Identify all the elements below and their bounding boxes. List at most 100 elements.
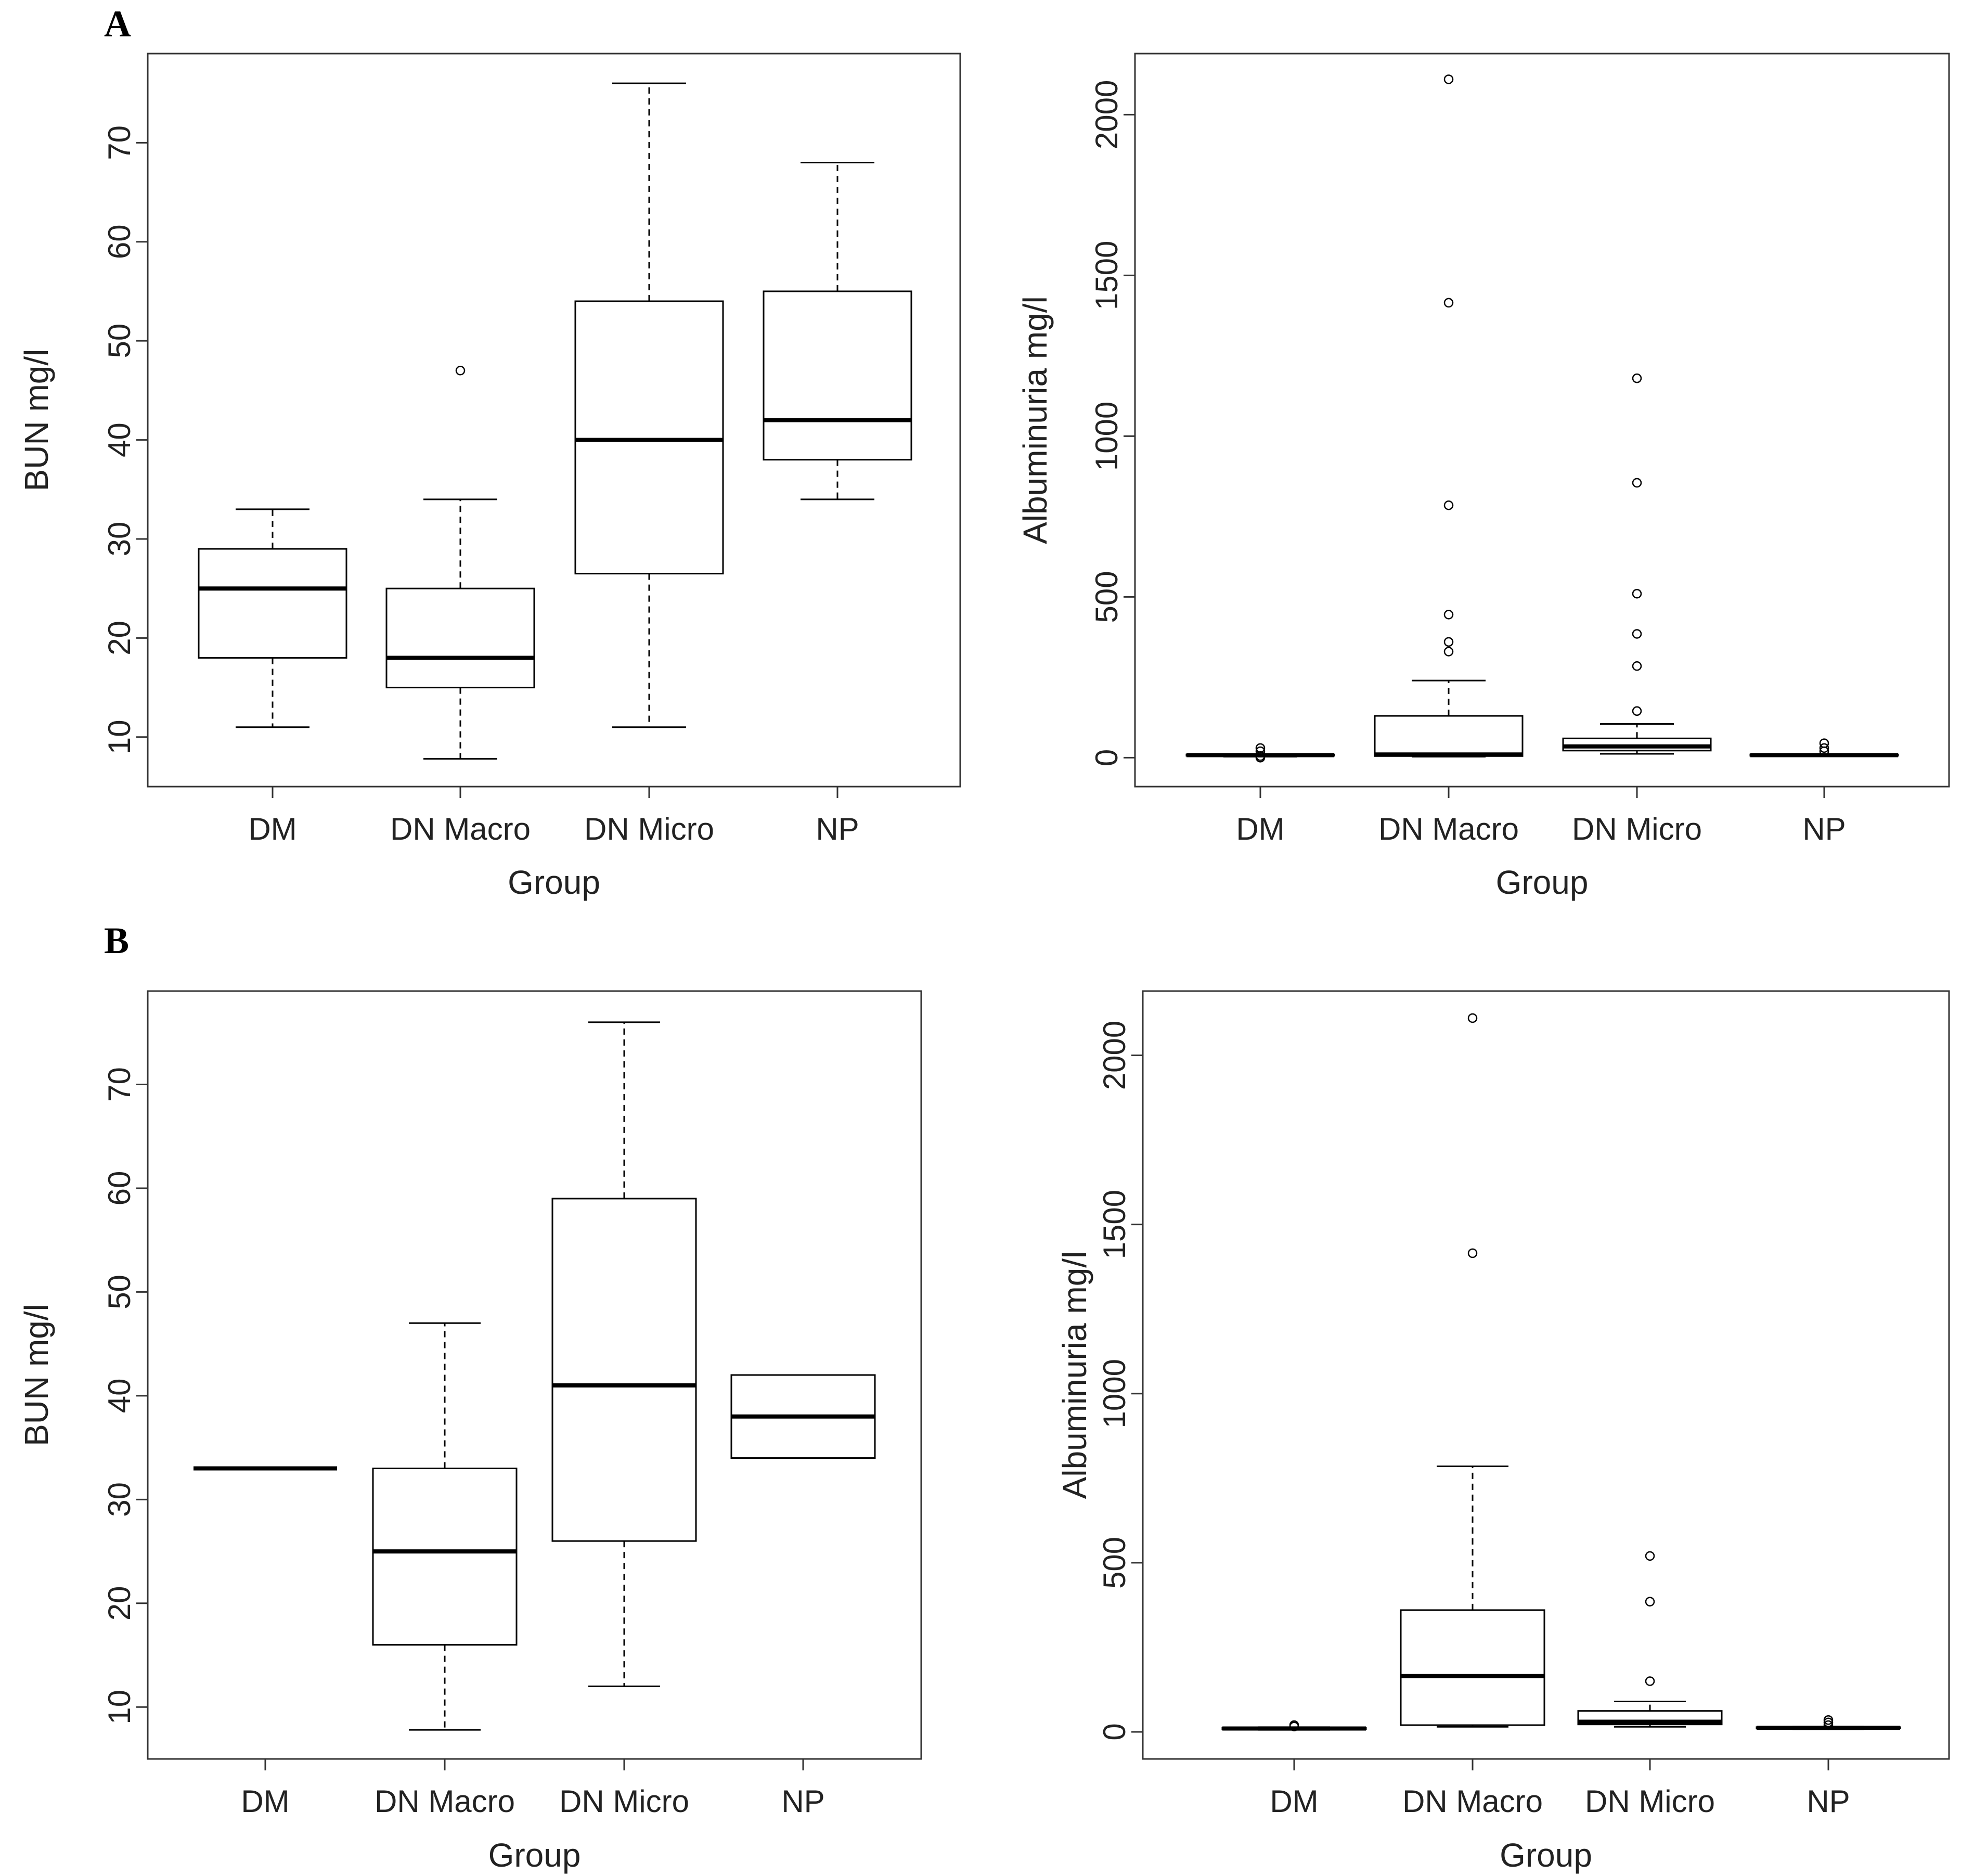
outlier-point bbox=[1443, 637, 1454, 647]
outlier-point bbox=[1632, 706, 1642, 716]
y-tick-label: 10 bbox=[102, 719, 137, 754]
y-axis-title: Albuminuria mg/l bbox=[1016, 296, 1054, 544]
outlier-point bbox=[1645, 1676, 1655, 1686]
x-tick-label: DM bbox=[1236, 812, 1284, 846]
y-tick-label: 1500 bbox=[1097, 1190, 1132, 1259]
box-iqr bbox=[551, 1198, 697, 1542]
outlier-point bbox=[1255, 746, 1266, 756]
x-axis-title: Group bbox=[488, 1836, 581, 1874]
outlier-point bbox=[1289, 1720, 1299, 1730]
plot-frame bbox=[147, 53, 961, 788]
y-tick-label: 60 bbox=[102, 1171, 137, 1206]
outlier-point bbox=[1645, 1551, 1655, 1561]
x-tick-label: DN Macro bbox=[390, 812, 531, 846]
chart-3-panel-b: 10 20 30 40 50 60 70 BUN mg/l Group DM DN Macro DN … bbox=[18, 990, 922, 1874]
x-tick-label: DN Micro bbox=[559, 1784, 689, 1819]
y-tick-label: 40 bbox=[102, 422, 137, 457]
x-tick-label: NP bbox=[1807, 1784, 1850, 1819]
box-np bbox=[1756, 1715, 1901, 1730]
chart-1-panel-a: 10 20 30 40 50 60 70 BUN mg/l Group DM DN Macro DN … bbox=[18, 53, 961, 901]
box-iqr bbox=[1374, 715, 1524, 757]
y-tick-label: 30 bbox=[102, 1482, 137, 1517]
x-tick-label: DM bbox=[241, 1784, 289, 1819]
y-tick-label: 1500 bbox=[1089, 241, 1124, 310]
y-axis-title: Albuminuria mg/l bbox=[1056, 1251, 1093, 1499]
panel-label-b: B bbox=[104, 920, 129, 961]
x-tick-label: DN Micro bbox=[584, 812, 714, 846]
charts-container: 10 20 30 40 50 60 70 BUN mg/l Group DM DN Macro DN … bbox=[18, 53, 1950, 1874]
box-iqr bbox=[198, 548, 347, 659]
x-axis-title: Group bbox=[1500, 1836, 1592, 1874]
chart-2-panel-a: 0 500 1000 1500 2000 Albuminuria mg/l Group DM D… bbox=[1016, 53, 1950, 901]
box-dm bbox=[1221, 1720, 1367, 1731]
x-tick-label: DN Micro bbox=[1572, 812, 1702, 846]
outlier-point bbox=[1443, 610, 1454, 620]
box-np bbox=[763, 161, 912, 500]
box-dn-macro bbox=[372, 1322, 518, 1731]
x-tick-label: DN Macro bbox=[375, 1784, 515, 1819]
x-tick-label: DM bbox=[1270, 1784, 1318, 1819]
outlier-point bbox=[455, 366, 466, 376]
outlier-point bbox=[1632, 588, 1642, 599]
box-dn-micro bbox=[1562, 373, 1712, 755]
x-tick-label: DN Macro bbox=[1402, 1784, 1543, 1819]
y-tick-label: 50 bbox=[102, 324, 137, 358]
x-tick-label: NP bbox=[781, 1784, 824, 1819]
outlier-point bbox=[1632, 478, 1642, 488]
y-tick-label: 0 bbox=[1097, 1723, 1132, 1740]
outlier-point bbox=[1255, 743, 1266, 753]
x-tick-label: NP bbox=[1802, 812, 1846, 846]
plot-frame bbox=[1142, 990, 1950, 1760]
y-tick-label: 60 bbox=[102, 224, 137, 259]
box-dn-macro bbox=[1400, 1013, 1545, 1728]
x-axis-title: Group bbox=[1496, 864, 1589, 901]
box-dn-micro bbox=[1577, 1551, 1723, 1728]
x-axis-title: Group bbox=[508, 864, 600, 901]
box-np bbox=[730, 1374, 876, 1459]
outlier-point bbox=[1632, 373, 1642, 383]
y-tick-label: 50 bbox=[102, 1275, 137, 1309]
box-dn-macro bbox=[1374, 74, 1524, 758]
x-tick-label: NP bbox=[816, 812, 859, 846]
outlier-point bbox=[1632, 661, 1642, 671]
box-dm bbox=[1185, 743, 1335, 763]
box-dn-micro bbox=[574, 82, 724, 728]
outlier-point bbox=[1467, 1013, 1478, 1023]
outlier-point bbox=[1632, 629, 1642, 639]
box-iqr bbox=[372, 1468, 518, 1646]
y-tick-label: 2000 bbox=[1089, 80, 1124, 149]
box-np bbox=[1749, 738, 1899, 757]
outlier-point bbox=[1823, 1720, 1834, 1730]
outlier-point bbox=[1443, 298, 1454, 308]
y-tick-label: 30 bbox=[102, 522, 137, 557]
y-axis-title: BUN mg/l bbox=[18, 1304, 55, 1446]
outlier-point bbox=[1819, 738, 1829, 748]
y-tick-label: 1000 bbox=[1097, 1359, 1132, 1428]
plot-frame bbox=[1134, 53, 1950, 788]
y-tick-label: 40 bbox=[102, 1379, 137, 1414]
y-tick-label: 10 bbox=[102, 1690, 137, 1725]
y-tick-label: 1000 bbox=[1089, 402, 1124, 471]
outlier-point bbox=[1823, 1715, 1834, 1725]
outlier-point bbox=[1443, 500, 1454, 510]
x-tick-label: DM bbox=[248, 812, 296, 846]
box-iqr bbox=[385, 587, 535, 689]
y-tick-label: 500 bbox=[1089, 571, 1124, 623]
panel-label-a: A bbox=[104, 3, 131, 45]
y-tick-label: 2000 bbox=[1097, 1021, 1132, 1090]
x-tick-label: DN Macro bbox=[1378, 812, 1519, 846]
outlier-point bbox=[1443, 647, 1454, 657]
box-dn-micro bbox=[551, 1021, 697, 1687]
box-dm bbox=[198, 508, 347, 728]
box-iqr bbox=[763, 290, 912, 461]
chart-4-panel-b: 0 500 1000 1500 2000 Albuminuria mg/l Group DM D… bbox=[1056, 990, 1950, 1874]
y-tick-label: 0 bbox=[1089, 749, 1124, 766]
box-dn-macro bbox=[385, 366, 535, 760]
outlier-point bbox=[1819, 743, 1829, 753]
box-iqr bbox=[1400, 1609, 1545, 1726]
y-tick-label: 20 bbox=[102, 621, 137, 656]
box-iqr bbox=[574, 300, 724, 575]
y-tick-label: 70 bbox=[102, 125, 137, 160]
